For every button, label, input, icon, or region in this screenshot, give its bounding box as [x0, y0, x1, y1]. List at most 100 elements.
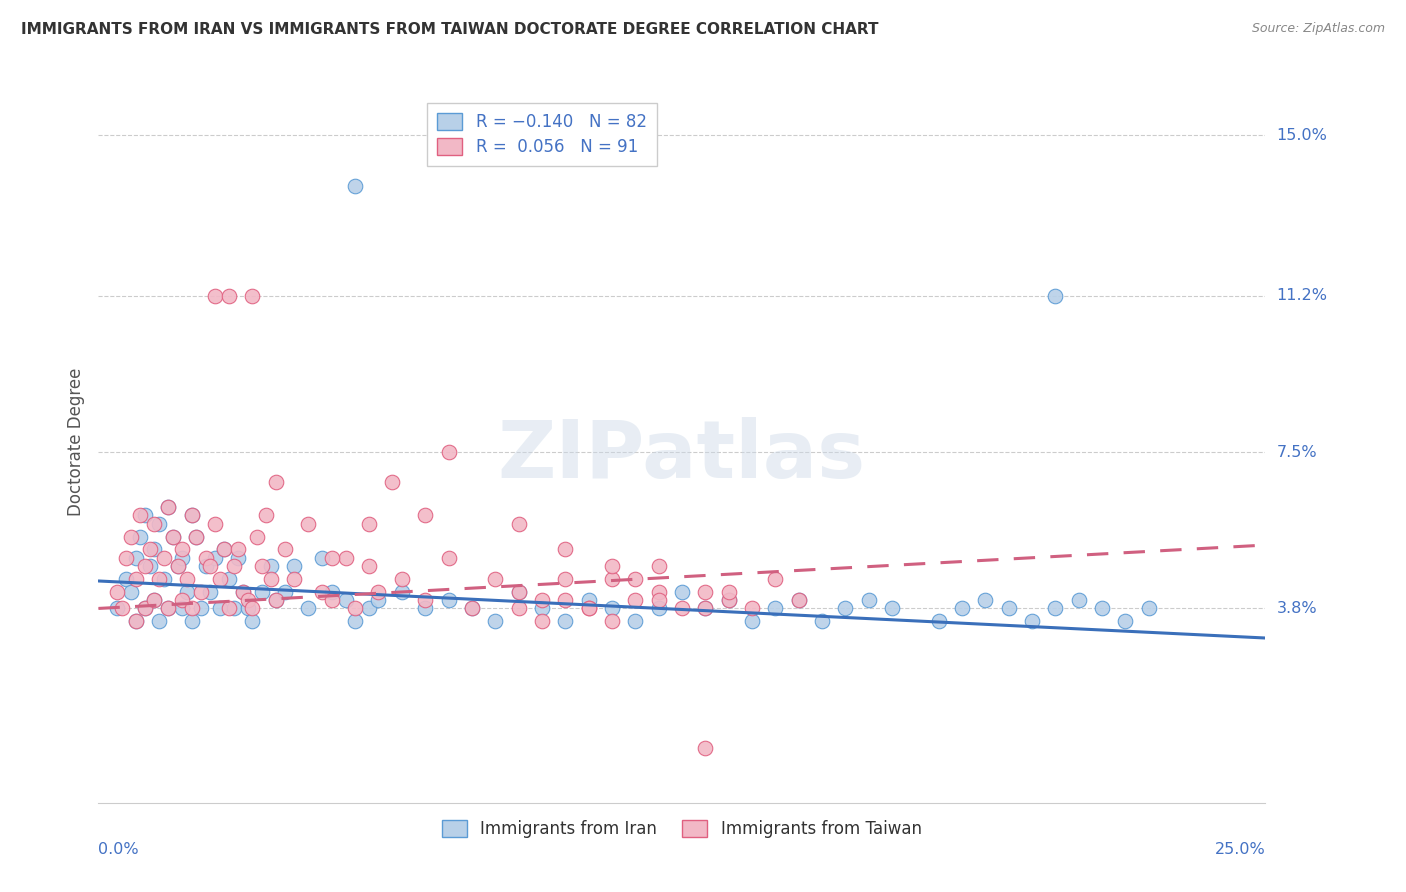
Point: [157, 500, 180, 514]
Point: [134, 601, 156, 615]
Y-axis label: Doctorate Degree: Doctorate Degree: [66, 368, 84, 516]
Point: [508, 584, 530, 599]
Point: [717, 584, 740, 599]
Point: [232, 584, 254, 599]
Point: [228, 550, 250, 565]
Text: IMMIGRANTS FROM IRAN VS IMMIGRANTS FROM TAIWAN DOCTORATE DEGREE CORRELATION CHAR: IMMIGRANTS FROM IRAN VS IMMIGRANTS FROM …: [21, 22, 879, 37]
Point: [172, 593, 194, 607]
Point: [530, 601, 553, 615]
Point: [1114, 614, 1136, 628]
Point: [600, 559, 623, 574]
Point: [695, 601, 717, 615]
Point: [264, 475, 287, 489]
Point: [283, 572, 305, 586]
Point: [143, 593, 166, 607]
Point: [1045, 289, 1067, 303]
Point: [186, 530, 208, 544]
Point: [554, 542, 576, 557]
Point: [242, 614, 264, 628]
Point: [787, 593, 810, 607]
Point: [554, 593, 576, 607]
Point: [834, 601, 856, 615]
Point: [880, 601, 903, 615]
Point: [148, 614, 170, 628]
Point: [359, 601, 381, 615]
Point: [508, 584, 530, 599]
Point: [311, 550, 333, 565]
Point: [139, 559, 162, 574]
Point: [125, 550, 148, 565]
Point: [148, 516, 170, 531]
Point: [208, 601, 231, 615]
Point: [974, 593, 997, 607]
Point: [671, 601, 693, 615]
Point: [461, 601, 484, 615]
Point: [297, 601, 319, 615]
Point: [214, 542, 236, 557]
Point: [578, 601, 600, 615]
Point: [232, 584, 254, 599]
Point: [297, 516, 319, 531]
Point: [214, 542, 236, 557]
Point: [367, 593, 389, 607]
Point: [125, 572, 148, 586]
Point: [162, 530, 184, 544]
Point: [624, 614, 647, 628]
Point: [222, 559, 245, 574]
Text: ZIPatlas: ZIPatlas: [498, 417, 866, 495]
Point: [344, 601, 367, 615]
Text: 15.0%: 15.0%: [1277, 128, 1327, 143]
Point: [344, 614, 367, 628]
Point: [134, 508, 156, 523]
Point: [200, 584, 222, 599]
Point: [335, 593, 357, 607]
Point: [578, 601, 600, 615]
Point: [1091, 601, 1114, 615]
Point: [143, 593, 166, 607]
Point: [508, 516, 530, 531]
Point: [204, 550, 226, 565]
Point: [148, 572, 170, 586]
Point: [111, 601, 134, 615]
Point: [139, 542, 162, 557]
Point: [647, 559, 669, 574]
Point: [246, 530, 269, 544]
Point: [208, 572, 231, 586]
Point: [115, 572, 138, 586]
Point: [600, 614, 623, 628]
Point: [413, 593, 436, 607]
Point: [997, 601, 1019, 615]
Point: [484, 572, 506, 586]
Point: [134, 559, 156, 574]
Point: [950, 601, 973, 615]
Point: [437, 593, 460, 607]
Point: [484, 614, 506, 628]
Point: [311, 584, 333, 599]
Text: 25.0%: 25.0%: [1215, 842, 1265, 856]
Point: [105, 601, 128, 615]
Point: [125, 614, 148, 628]
Point: [624, 593, 647, 607]
Point: [1137, 601, 1160, 615]
Point: [172, 601, 194, 615]
Point: [858, 593, 880, 607]
Point: [274, 542, 297, 557]
Point: [115, 550, 138, 565]
Text: 3.8%: 3.8%: [1277, 601, 1317, 616]
Point: [344, 178, 367, 193]
Point: [264, 593, 287, 607]
Point: [321, 593, 343, 607]
Point: [283, 559, 305, 574]
Point: [250, 584, 273, 599]
Point: [134, 601, 156, 615]
Point: [695, 740, 717, 755]
Point: [236, 601, 259, 615]
Point: [260, 559, 283, 574]
Point: [190, 601, 212, 615]
Point: [256, 508, 278, 523]
Point: [554, 572, 576, 586]
Point: [717, 593, 740, 607]
Point: [391, 584, 413, 599]
Point: [242, 289, 264, 303]
Point: [228, 542, 250, 557]
